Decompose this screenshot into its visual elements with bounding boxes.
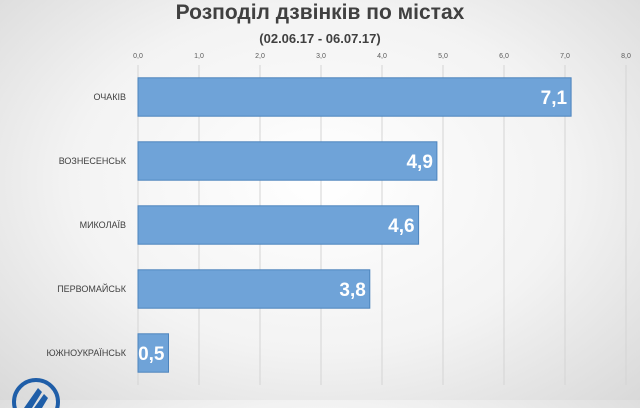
category-label: ОЧАКІВ: [93, 92, 126, 102]
tick-labels: 0,0 1,0 2,0 3,0 4,0 5,0 6,0 7,0 8,0: [133, 53, 631, 60]
value-labels: 7,1 4,9 4,6 3,8 0,5: [138, 88, 567, 365]
bar: [137, 269, 371, 309]
tick-label: 1,0: [194, 53, 204, 60]
bar: [137, 77, 572, 117]
gridlines: [137, 65, 627, 385]
tick-label: 6,0: [499, 53, 509, 60]
tick-label: 5,0: [438, 53, 448, 60]
value-label: 4,6: [388, 216, 414, 237]
logo-icon: [12, 378, 60, 408]
value-label: 7,1: [541, 88, 568, 109]
category-label: МИКОЛАЇВ: [80, 220, 126, 230]
tick-label: 4,0: [377, 53, 387, 60]
bar: [137, 205, 420, 245]
tick-label: 7,0: [560, 53, 570, 60]
tick-label: 3,0: [316, 53, 326, 60]
category-labels: ОЧАКІВ ВОЗНЕСЕНСЬК МИКОЛАЇВ ПЕРВОМАЙСЬК ЮЖНО…: [46, 92, 126, 358]
value-label: 3,8: [339, 280, 365, 301]
bar: [137, 333, 169, 373]
category-label: ЮЖНОУКРАЇНСЬК: [46, 348, 126, 358]
tick-label: 8,0: [621, 53, 631, 60]
value-label: 4,9: [406, 152, 432, 173]
tick-label: 2,0: [255, 53, 265, 60]
category-label: ВОЗНЕСЕНСЬК: [59, 156, 127, 166]
chart-title: Розподіл дзвінків по містах: [175, 1, 465, 24]
category-label: ПЕРВОМАЙСЬК: [57, 283, 127, 294]
value-label: 0,5: [138, 344, 165, 365]
chart-subtitle: (02.06.17 - 06.07.17): [259, 31, 381, 46]
bar: [137, 141, 438, 181]
bars: [137, 77, 572, 373]
tick-label: 0,0: [133, 53, 143, 60]
